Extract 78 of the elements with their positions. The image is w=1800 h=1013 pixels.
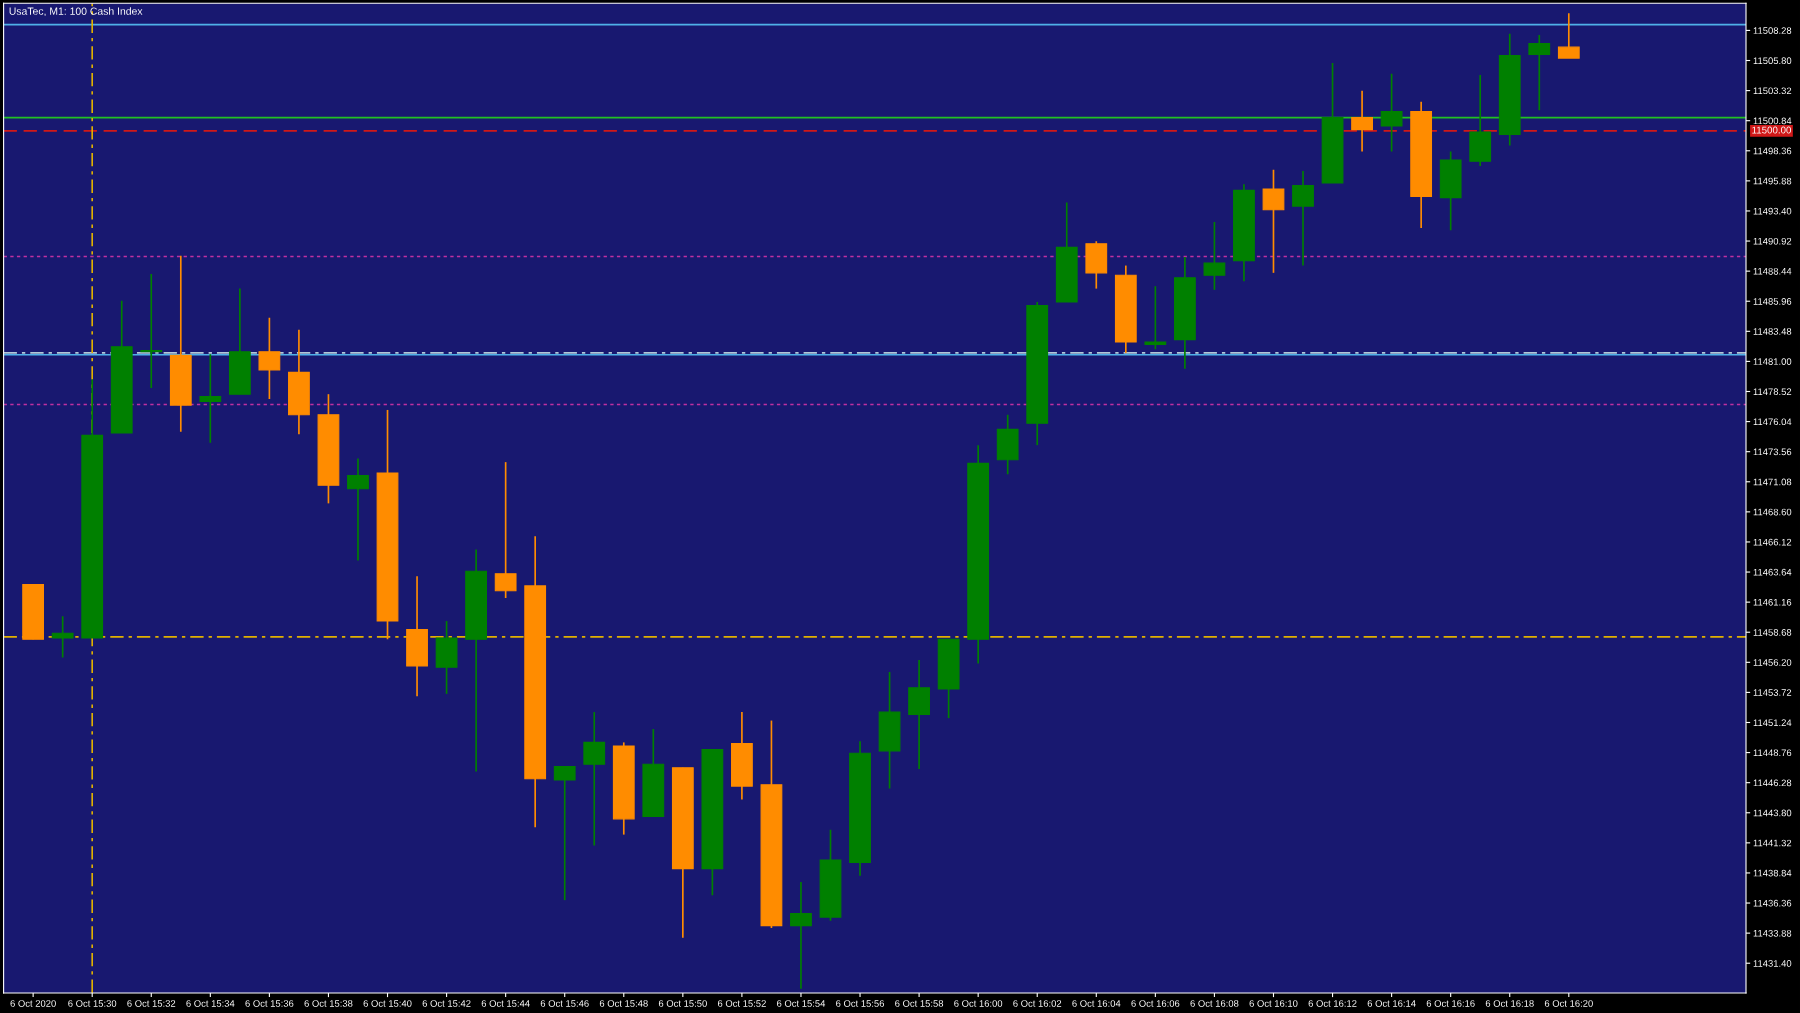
candlestick (494, 461, 517, 599)
y-tick-label: 11485.96 (1753, 298, 1792, 305)
x-tick-label: 6 Oct 15:44 (481, 1000, 530, 1007)
x-tick-label: 6 Oct 2020 (10, 1000, 56, 1007)
x-tick-label: 6 Oct 15:36 (245, 1000, 294, 1007)
x-tick-label: 6 Oct 16:04 (1072, 1000, 1121, 1007)
x-tick-label: 6 Oct 16:14 (1367, 1000, 1416, 1007)
x-tick-label: 6 Oct 15:40 (363, 1000, 412, 1007)
x-tick-label: 6 Oct 15:50 (658, 1000, 707, 1007)
x-tick-label: 6 Oct 16:08 (1190, 1000, 1239, 1007)
y-tick-label: 11478.52 (1753, 388, 1792, 396)
y-tick-label: 11438.84 (1753, 869, 1792, 877)
x-tick-label: 6 Oct 15:56 (836, 1000, 885, 1007)
y-tick-label: 11483.48 (1753, 328, 1792, 335)
candlestick (553, 765, 576, 901)
y-tick-label: 11446.28 (1753, 779, 1792, 787)
x-tick-label: 6 Oct 16:00 (954, 1000, 1003, 1007)
y-tick-label: 11461.16 (1753, 598, 1792, 606)
x-tick-label: 6 Oct 15:46 (540, 1000, 589, 1007)
candlestick (583, 711, 606, 847)
y-tick-label: 11463.64 (1753, 568, 1792, 576)
ref-line-label: 11500.00 (1752, 126, 1792, 134)
x-tick-label: 6 Oct 16:16 (1426, 1000, 1475, 1007)
candlestick (199, 353, 222, 444)
y-tick-label: 11451.24 (1753, 719, 1792, 727)
candlestick (1557, 12, 1580, 59)
x-tick-label: 6 Oct 15:32 (127, 1000, 176, 1007)
y-tick-label: 11498.36 (1753, 147, 1792, 155)
y-tick-label: 11466.12 (1753, 538, 1792, 546)
y-tick-label: 11481.00 (1753, 358, 1792, 365)
candlestick (1262, 168, 1285, 274)
y-tick-label: 11503.32 (1753, 87, 1792, 95)
candlestick (1144, 285, 1167, 351)
y-tick-label: 11495.88 (1753, 177, 1792, 185)
x-tick-label: 6 Oct 15:34 (186, 1000, 235, 1007)
x-tick-label: 6 Oct 16:06 (1131, 1000, 1180, 1007)
candlestick (1203, 221, 1226, 291)
x-tick-label: 6 Oct 15:38 (304, 1000, 353, 1007)
y-tick-label: 11431.40 (1753, 960, 1792, 967)
y-tick-label: 11488.44 (1753, 267, 1792, 275)
y-tick-label: 11443.80 (1753, 809, 1792, 817)
y-tick-label: 11436.36 (1753, 899, 1792, 907)
x-tick-label: 6 Oct 16:10 (1249, 1000, 1298, 1007)
candlestick (1380, 73, 1403, 153)
candlestick (347, 457, 369, 562)
x-tick-label: 6 Oct 15:52 (717, 1000, 766, 1007)
y-tick-label: 11453.72 (1753, 689, 1792, 696)
y-tick-label: 11456.20 (1753, 659, 1792, 666)
x-tick-label: 6 Oct 16:18 (1485, 1000, 1534, 1007)
x-tick-label: 6 Oct 16:02 (1013, 1000, 1062, 1007)
candlestick (790, 881, 812, 990)
x-tick-label: 6 Oct 15:58 (895, 1000, 944, 1007)
candlestick (258, 316, 281, 400)
x-tick-label: 6 Oct 15:30 (68, 1000, 117, 1007)
y-tick-label: 11508.28 (1753, 27, 1792, 34)
y-tick-label: 11500.84 (1753, 117, 1792, 125)
candlestick (1292, 170, 1314, 267)
y-tick-label: 11441.32 (1753, 839, 1792, 847)
y-tick-label: 11493.40 (1753, 207, 1792, 215)
y-tick-label: 11448.76 (1753, 749, 1792, 757)
y-tick-label: 11433.88 (1753, 929, 1792, 937)
x-tick-label: 6 Oct 15:54 (777, 1000, 826, 1007)
candlestick (1528, 34, 1551, 112)
x-tick-label: 6 Oct 16:12 (1308, 1000, 1357, 1007)
candlestick (51, 615, 74, 659)
chart-title: UsaTec, M1: 100 Cash Index (9, 7, 143, 17)
x-tick-label: 6 Oct 15:42 (422, 1000, 471, 1007)
candlestick (1351, 90, 1373, 153)
y-tick-label: 11476.04 (1753, 418, 1792, 426)
y-tick-label: 11458.68 (1753, 629, 1792, 636)
y-tick-label: 11471.08 (1753, 478, 1792, 486)
x-tick-label: 6 Oct 16:20 (1544, 1000, 1593, 1007)
y-tick-label: 11505.80 (1753, 57, 1792, 65)
candlestick (140, 273, 163, 389)
y-tick-label: 11473.56 (1753, 448, 1792, 456)
y-tick-label: 11490.92 (1753, 237, 1792, 245)
x-tick-label: 6 Oct 15:48 (599, 1000, 648, 1007)
y-tick-label: 11468.60 (1753, 508, 1792, 516)
